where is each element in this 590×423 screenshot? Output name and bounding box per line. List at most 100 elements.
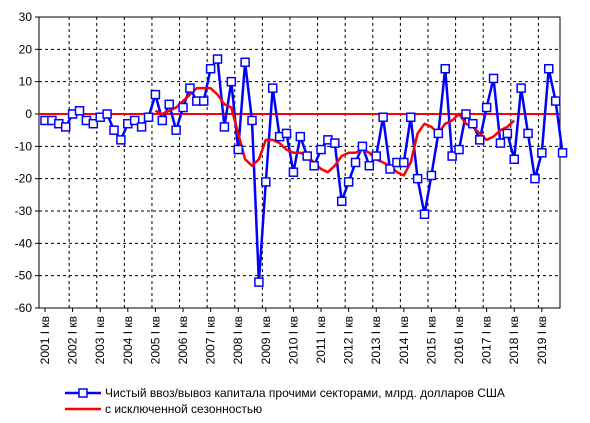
x-tick-label: 2014 I кв: [397, 316, 411, 364]
legend-label-raw: Чистый ввоз/вывоз капитала прочими секто…: [105, 386, 505, 400]
data-point-marker: [129, 115, 140, 126]
data-point-marker: [543, 63, 554, 74]
data-point-marker: [240, 57, 250, 68]
data-point-marker: [288, 167, 299, 177]
x-tick-label: 2012 I кв: [342, 316, 356, 364]
y-tick-label: -40: [15, 236, 33, 250]
data-point-marker: [454, 144, 464, 155]
data-point-marker: [350, 157, 361, 168]
data-point-marker: [281, 128, 292, 139]
data-point-marker: [385, 164, 395, 174]
x-tick-label: 2015 I кв: [424, 316, 438, 364]
y-axis: 30 20 10 0 -10 -20 -30 -40 -50 -60: [15, 10, 39, 315]
y-tick-label: 20: [19, 42, 33, 56]
data-point-marker: [212, 54, 223, 64]
data-point-marker: [233, 144, 243, 155]
data-point-marker: [226, 76, 237, 87]
x-tick-label: 2010 I кв: [286, 316, 300, 364]
plot-area: [38, 16, 561, 309]
y-tick-label: -50: [15, 269, 33, 283]
x-tick-label: 2017 I кв: [480, 316, 494, 364]
data-point-marker: [295, 131, 306, 142]
data-point-marker: [371, 151, 381, 161]
data-point-marker: [509, 154, 519, 165]
x-tick-label: 2007 I кв: [204, 316, 218, 364]
x-tick-label: 2006 I кв: [176, 316, 190, 364]
data-point-marker: [178, 102, 188, 113]
y-tick-label: 0: [25, 107, 32, 121]
data-point-marker: [550, 96, 561, 106]
data-point-marker: [60, 122, 71, 132]
data-point-marker: [474, 135, 485, 145]
legend-label-adjusted: с исключенной сезонностью: [105, 402, 262, 416]
data-point-marker: [143, 112, 154, 122]
data-point-marker: [330, 138, 340, 148]
data-point-marker: [267, 83, 278, 93]
data-point-marker: [150, 89, 161, 100]
x-tick-label: 2016 I кв: [452, 316, 466, 364]
data-point-marker: [523, 128, 533, 139]
series-line-adjusted: [154, 86, 516, 177]
data-point-marker: [419, 209, 430, 219]
data-point-marker: [88, 118, 99, 129]
data-point-marker: [502, 128, 513, 139]
data-point-marker: [468, 118, 478, 129]
series-group: [39, 54, 568, 287]
legend: Чистый ввоз/вывоз капитала прочими секто…: [65, 386, 505, 416]
data-point-marker: [426, 170, 437, 181]
data-point-marker: [530, 173, 540, 184]
data-point-marker: [488, 73, 499, 84]
data-point-marker: [198, 96, 209, 106]
data-point-marker: [516, 83, 526, 93]
y-tick-label: -60: [15, 301, 33, 315]
data-point-marker: [343, 177, 354, 187]
x-tick-label: 2009 I кв: [259, 316, 273, 364]
data-point-marker: [336, 196, 347, 207]
data-point-marker: [205, 63, 216, 74]
data-point-marker: [357, 141, 368, 152]
x-tick-label: 2008 I кв: [231, 316, 245, 364]
data-point-marker: [247, 115, 257, 126]
data-point-marker: [164, 99, 174, 110]
data-point-marker: [157, 115, 168, 126]
data-point-marker: [399, 157, 409, 168]
data-point-marker: [102, 109, 112, 119]
data-point-marker: [447, 151, 457, 161]
x-tick-label: 2001 I кв: [38, 316, 52, 364]
y-tick-label: 10: [19, 75, 33, 89]
data-point-marker: [405, 112, 416, 122]
data-point-marker: [412, 173, 423, 184]
y-tick-label: 30: [19, 10, 33, 24]
x-tick-label: 2011 I кв: [314, 316, 328, 363]
data-point-marker: [185, 83, 195, 93]
y-tick-label: -30: [15, 204, 33, 218]
legend-marker-raw: [78, 388, 88, 398]
data-point-marker: [461, 109, 471, 119]
data-point-marker: [440, 63, 450, 74]
data-point-marker: [302, 151, 312, 161]
data-point-marker: [109, 125, 119, 135]
x-tick-label: 2013 I кв: [369, 316, 383, 364]
data-point-marker: [433, 128, 444, 139]
data-point-marker: [136, 122, 147, 132]
y-tick-label: -10: [15, 139, 33, 153]
x-axis: 2001 I кв 2002 I кв 2003 I кв 2004 I кв 2005…: [38, 308, 549, 364]
data-point-marker: [116, 135, 126, 145]
data-point-marker: [481, 102, 492, 113]
data-point-marker: [254, 277, 264, 287]
x-tick-label: 2002 I кв: [66, 316, 80, 364]
x-tick-label: 2018 I кв: [507, 316, 521, 364]
data-point-marker: [378, 112, 388, 122]
data-point-marker: [74, 106, 85, 116]
x-tick-label: 2004 I кв: [121, 316, 135, 364]
data-point-marker: [557, 148, 568, 158]
x-tick-label: 2003 I кв: [93, 316, 107, 364]
data-point-marker: [537, 148, 547, 158]
y-tick-label: -20: [15, 172, 33, 186]
data-point-marker: [309, 160, 319, 171]
data-point-marker: [495, 138, 506, 148]
data-point-marker: [171, 125, 181, 135]
data-point-marker: [219, 122, 230, 132]
data-point-marker: [261, 177, 271, 187]
